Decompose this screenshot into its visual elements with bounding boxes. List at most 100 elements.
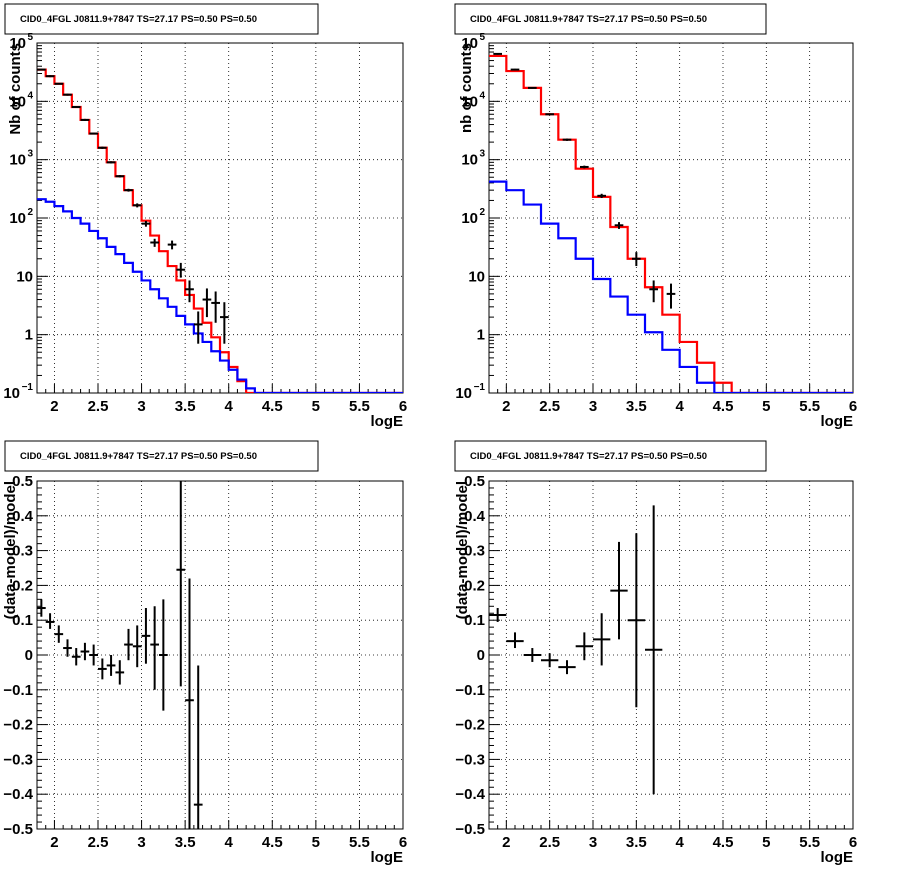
y-tick-exponent: 3: [479, 149, 485, 160]
x-tick-label: 6: [849, 834, 857, 851]
x-tick-label: 4.5: [262, 834, 283, 851]
x-tick-label: 3.5: [626, 834, 647, 851]
x-tick-label: 3: [137, 834, 145, 851]
data-point: [193, 665, 203, 829]
x-axis-label: logE: [371, 413, 404, 430]
plot-p1: CID0_4FGL J0811.9+7847 TS=27.17 PS=0.50 …: [3, 3, 407, 430]
title-box: [454, 3, 767, 35]
data-point: [666, 283, 676, 309]
data-point: [649, 280, 658, 303]
x-tick-label: 4: [225, 834, 234, 851]
y-tick-exponent: 5: [27, 32, 33, 43]
x-tick-label: 5.5: [349, 398, 370, 415]
data-point: [124, 628, 133, 661]
data-point: [597, 193, 606, 199]
x-axis-label: logE: [821, 413, 854, 430]
plot-p4: CID0_4FGL J0811.9+7847 TS=27.17 PS=0.50 …: [454, 440, 857, 866]
x-tick-label: 3.5: [175, 398, 196, 415]
y-tick-exponent: 2: [27, 207, 33, 218]
data-point: [37, 68, 46, 71]
y-tick-label: 0.3: [464, 543, 485, 560]
data-layer: [489, 52, 853, 393]
data-point: [89, 132, 98, 135]
y-tick-label: 0.3: [12, 543, 33, 560]
data-point: [98, 658, 107, 680]
y-tick-label: −0.2: [455, 717, 485, 734]
x-tick-label: 4.5: [713, 398, 734, 415]
x-tick-label: 4: [675, 834, 684, 851]
plot-p2: CID0_4FGL J0811.9+7847 TS=27.17 PS=0.50 …: [454, 3, 857, 430]
data-point: [211, 291, 220, 323]
y-tick-label: 10: [461, 210, 478, 227]
data-point: [115, 175, 125, 178]
data-point: [506, 632, 524, 649]
y-tick-label: −0.5: [455, 821, 485, 838]
x-tick-label: 5.5: [349, 834, 370, 851]
y-tick-label: 1: [477, 327, 485, 344]
data-point: [98, 146, 107, 149]
data-point: [558, 660, 576, 675]
x-tick-label: 2.5: [539, 398, 560, 415]
x-tick-label: 3: [137, 398, 145, 415]
data-point: [71, 105, 81, 108]
y-tick-exponent: 2: [479, 207, 485, 218]
plot-p3: CID0_4FGL J0811.9+7847 TS=27.17 PS=0.50 …: [2, 440, 407, 866]
x-axis-label: logE: [371, 849, 404, 866]
y-tick-label: 0.2: [464, 577, 485, 594]
y-tick-label: 0.4: [12, 508, 34, 525]
x-tick-label: 3: [589, 834, 597, 851]
y-tick-label: −0.5: [3, 821, 33, 838]
data-point: [159, 599, 168, 711]
data-point: [510, 68, 520, 71]
grid: [489, 480, 854, 830]
data-point: [575, 632, 593, 661]
x-tick-label: 4.5: [262, 398, 283, 415]
y-axis-label: (data-model)/model: [454, 481, 471, 619]
data-point: [528, 86, 537, 89]
y-tick-exponent: 4: [479, 90, 485, 101]
chart-title: CID0_4FGL J0811.9+7847 TS=27.17 PS=0.50 …: [470, 14, 707, 25]
x-tick-label: 4: [225, 398, 234, 415]
data-point: [176, 262, 186, 278]
data-point: [63, 639, 72, 657]
data-point: [489, 608, 507, 622]
data-point: [106, 161, 116, 164]
data-point: [610, 541, 628, 640]
x-tick-label: 5: [312, 834, 320, 851]
x-tick-label: 2.5: [88, 834, 109, 851]
y-tick-label: 0.1: [464, 612, 485, 629]
x-tick-label: 5: [762, 398, 770, 415]
y-tick-label: 10: [461, 35, 478, 52]
x-tick-label: 5.5: [799, 834, 820, 851]
data-point: [185, 280, 194, 303]
x-tick-label: 3.5: [626, 398, 647, 415]
y-tick-label: 10: [3, 385, 20, 402]
y-tick-label: 1: [25, 327, 33, 344]
chart-title: CID0_4FGL J0811.9+7847 TS=27.17 PS=0.50 …: [20, 451, 257, 462]
x-tick-label: 4.5: [713, 834, 734, 851]
y-tick-label: −0.3: [3, 751, 33, 768]
y-tick-exponent: 3: [27, 149, 33, 160]
y-tick-label: 10: [9, 210, 26, 227]
y-axis-label: Nb of counts: [7, 43, 24, 135]
data-point: [89, 644, 98, 666]
data-point: [37, 599, 46, 617]
x-axis-label: logE: [821, 849, 854, 866]
data-point: [124, 188, 133, 192]
data-point: [132, 625, 142, 668]
y-tick-label: 10: [9, 152, 26, 169]
data-point: [150, 606, 159, 690]
y-tick-exponent: −1: [474, 382, 486, 393]
data-point: [627, 533, 645, 708]
y-tick-label: 10: [461, 152, 478, 169]
model-component-histogram: [489, 180, 853, 393]
y-tick-label: 10: [461, 93, 478, 110]
x-tick-label: 6: [399, 834, 407, 851]
y-tick-label: 10: [468, 268, 485, 285]
x-tick-label: 5.5: [799, 398, 820, 415]
x-tick-label: 2.5: [88, 398, 109, 415]
y-tick-label: −0.3: [455, 751, 485, 768]
y-tick-label: 0.5: [12, 473, 33, 490]
data-layer: [489, 505, 663, 795]
